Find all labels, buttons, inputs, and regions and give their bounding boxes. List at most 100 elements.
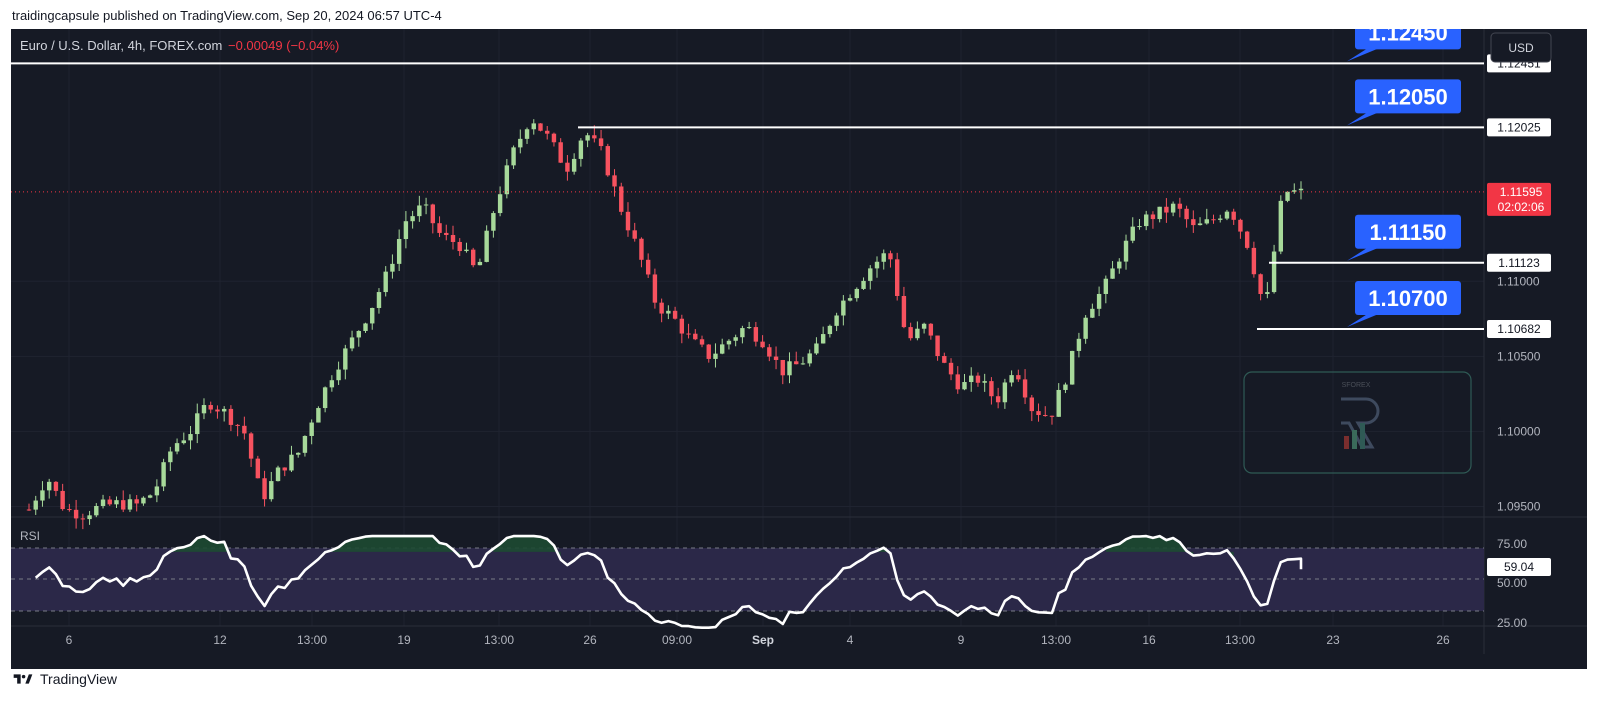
candle-body	[726, 340, 732, 345]
candle-body	[753, 327, 759, 342]
chart-panel[interactable]: SFOREX 1.12451 1.12450 1.12025 1.12050 1.111…	[11, 29, 1587, 669]
candlestick-series	[26, 119, 1304, 530]
candle-body	[235, 424, 240, 426]
publisher-caption: traidingcapsule published on TradingView…	[12, 8, 442, 23]
currency-button[interactable]: USD	[1490, 32, 1552, 63]
candle-body	[107, 499, 112, 505]
candle-body	[901, 296, 907, 328]
candle-body	[639, 238, 644, 260]
rsi-axis: 75.00 50.00 25.00	[1497, 537, 1527, 630]
time-tick-label: 16	[1142, 633, 1156, 647]
candle-body	[470, 249, 476, 266]
price-tick-label: 1.10500	[1497, 349, 1541, 363]
callout-text: 1.10700	[1368, 286, 1448, 311]
candle-body	[612, 175, 617, 187]
symbol-title: Euro / U.S. Dollar, 4h, FOREX.com	[20, 38, 222, 53]
candle-body	[336, 369, 341, 381]
candle-body	[141, 497, 146, 504]
candle-body	[1110, 268, 1115, 279]
candle-body	[1123, 240, 1129, 262]
candle-body	[693, 333, 698, 340]
candle-body	[26, 509, 32, 511]
candle-body	[807, 353, 812, 364]
candle-body	[995, 396, 1001, 403]
candle-body	[296, 452, 301, 455]
candle-body	[565, 162, 570, 172]
candle-body	[390, 263, 395, 272]
svg-text:59.04: 59.04	[1504, 560, 1534, 574]
svg-text:USD: USD	[1508, 41, 1534, 55]
candle-body	[921, 323, 927, 329]
candle-body	[289, 454, 294, 471]
candle-body	[1009, 375, 1014, 383]
candle-body	[847, 298, 853, 301]
candle-body	[1096, 293, 1102, 309]
current-price-label: 1.11595 02:02:06	[1487, 182, 1551, 216]
candle-body	[255, 458, 261, 479]
callout-pointer	[1347, 246, 1381, 261]
price-axis[interactable]: 1.11000 1.10500 1.10000 1.09500	[1497, 274, 1541, 513]
candle-body	[127, 499, 133, 510]
candle-body	[1265, 292, 1270, 294]
candle-body	[686, 333, 691, 335]
level-axis-label: 1.12025	[1497, 120, 1541, 134]
candle-body	[208, 405, 213, 410]
candle-body	[1022, 379, 1028, 398]
rsi-tick-label: 25.00	[1497, 616, 1527, 630]
candle-body	[161, 462, 166, 487]
candle-body	[1258, 274, 1263, 294]
grid-lines	[11, 29, 1484, 626]
candle-body	[1049, 415, 1055, 417]
candle-body	[383, 271, 388, 293]
svg-text:02:02:06: 02:02:06	[1498, 200, 1545, 214]
candle-body	[578, 140, 584, 159]
candle-body	[1043, 415, 1048, 417]
candle-body	[814, 343, 819, 354]
candle-body	[248, 433, 254, 459]
callout-box	[1355, 79, 1461, 114]
candle-body	[518, 138, 523, 148]
candle-body	[935, 335, 940, 357]
time-tick-label: 26	[583, 633, 597, 647]
candle-body	[376, 292, 382, 308]
candle-body	[1298, 188, 1304, 191]
candle-body	[625, 211, 631, 231]
candle-body	[491, 213, 496, 231]
candle-body	[444, 232, 449, 236]
chart-canvas[interactable]: SFOREX 1.124511.124501.120251.120501.111…	[11, 29, 1587, 669]
candle-body	[1285, 191, 1290, 201]
candle-body	[73, 509, 79, 519]
candle-body	[1224, 211, 1230, 219]
candle-body	[619, 186, 624, 212]
candle-body	[1271, 251, 1277, 293]
candle-body	[720, 344, 725, 354]
candle-body	[585, 135, 590, 141]
candle-body	[497, 194, 503, 214]
candle-body	[1184, 208, 1189, 220]
candle-body	[1170, 203, 1176, 213]
candle-body	[316, 408, 321, 423]
candle-body	[1218, 218, 1223, 220]
rsi-value-label: 59.04	[1487, 558, 1551, 576]
candle-body	[457, 241, 462, 252]
svg-text:SFOREX: SFOREX	[1342, 382, 1371, 389]
candle-body	[417, 205, 422, 217]
candle-body	[571, 158, 577, 172]
candle-body	[1036, 411, 1041, 416]
candle-body	[928, 323, 934, 336]
candle-body	[827, 325, 833, 335]
time-tick-label: 13:00	[1041, 633, 1071, 647]
candle-body	[121, 500, 126, 510]
candle-body	[1130, 226, 1135, 241]
candle-body	[1231, 211, 1236, 220]
time-axis[interactable]: 6 12 13:00 19 13:00 26 09:00 Sep 4 9 13:00 16 13:00 2…	[66, 633, 1450, 647]
candle-body	[1292, 190, 1297, 192]
candle-body	[423, 204, 429, 206]
callout-box	[1355, 29, 1461, 50]
candle-body	[524, 129, 530, 139]
candle-body	[888, 253, 893, 260]
candle-body	[262, 478, 267, 500]
candle-body	[881, 253, 886, 262]
candle-body	[713, 353, 718, 359]
candle-body	[592, 135, 597, 139]
